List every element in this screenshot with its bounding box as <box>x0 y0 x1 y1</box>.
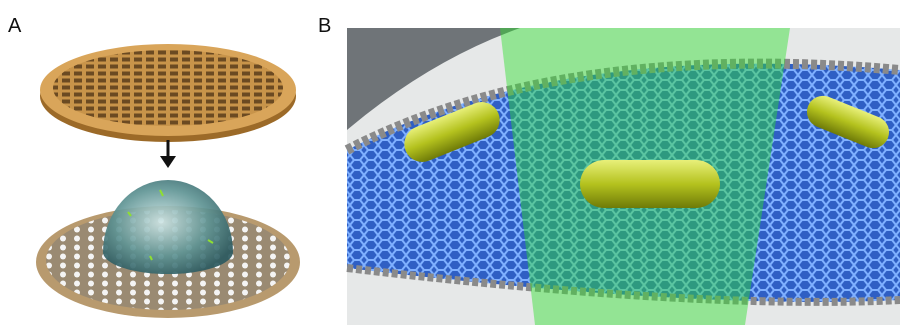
panel-a-illustration <box>36 44 300 318</box>
panel-label: B <box>318 15 331 37</box>
panel-b-illustration <box>347 28 900 325</box>
figure: A B <box>0 0 900 333</box>
panel-label: A <box>8 15 22 37</box>
